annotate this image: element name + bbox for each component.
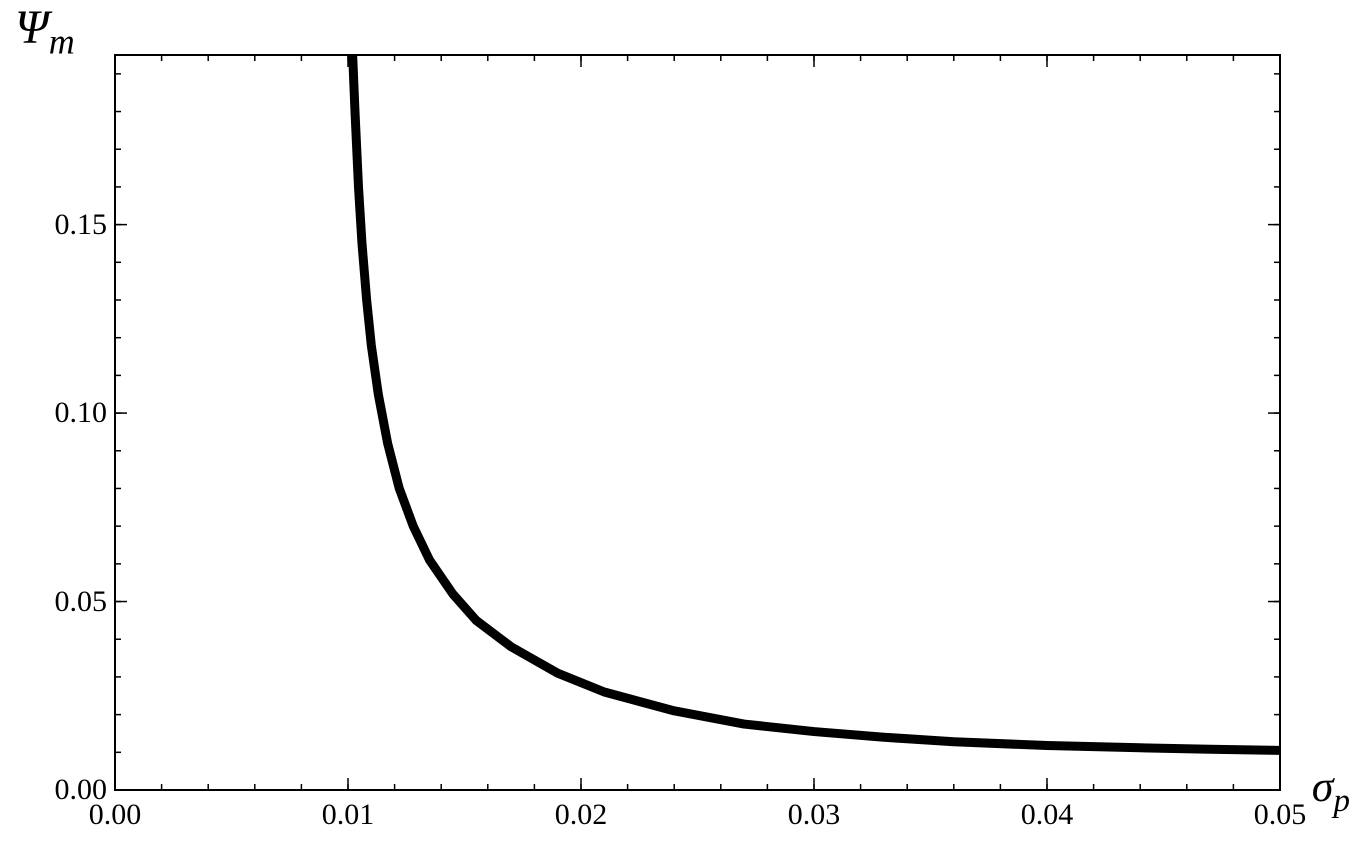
x-tick-label: 0.03 (788, 798, 841, 832)
x-tick-label: 0.02 (555, 798, 608, 832)
y-tick-label: 0.15 (37, 208, 107, 242)
y-tick-label: 0.05 (37, 585, 107, 619)
chart-container: Ψm σp 0.000.010.020.030.040.050.000.050.… (0, 0, 1358, 860)
y-tick-label: 0.10 (37, 396, 107, 430)
x-tick-label: 0.04 (1021, 798, 1074, 832)
chart-svg (0, 0, 1358, 860)
y-tick-label: 0.00 (37, 773, 107, 807)
x-tick-label: 0.05 (1254, 798, 1307, 832)
x-tick-label: 0.01 (322, 798, 375, 832)
